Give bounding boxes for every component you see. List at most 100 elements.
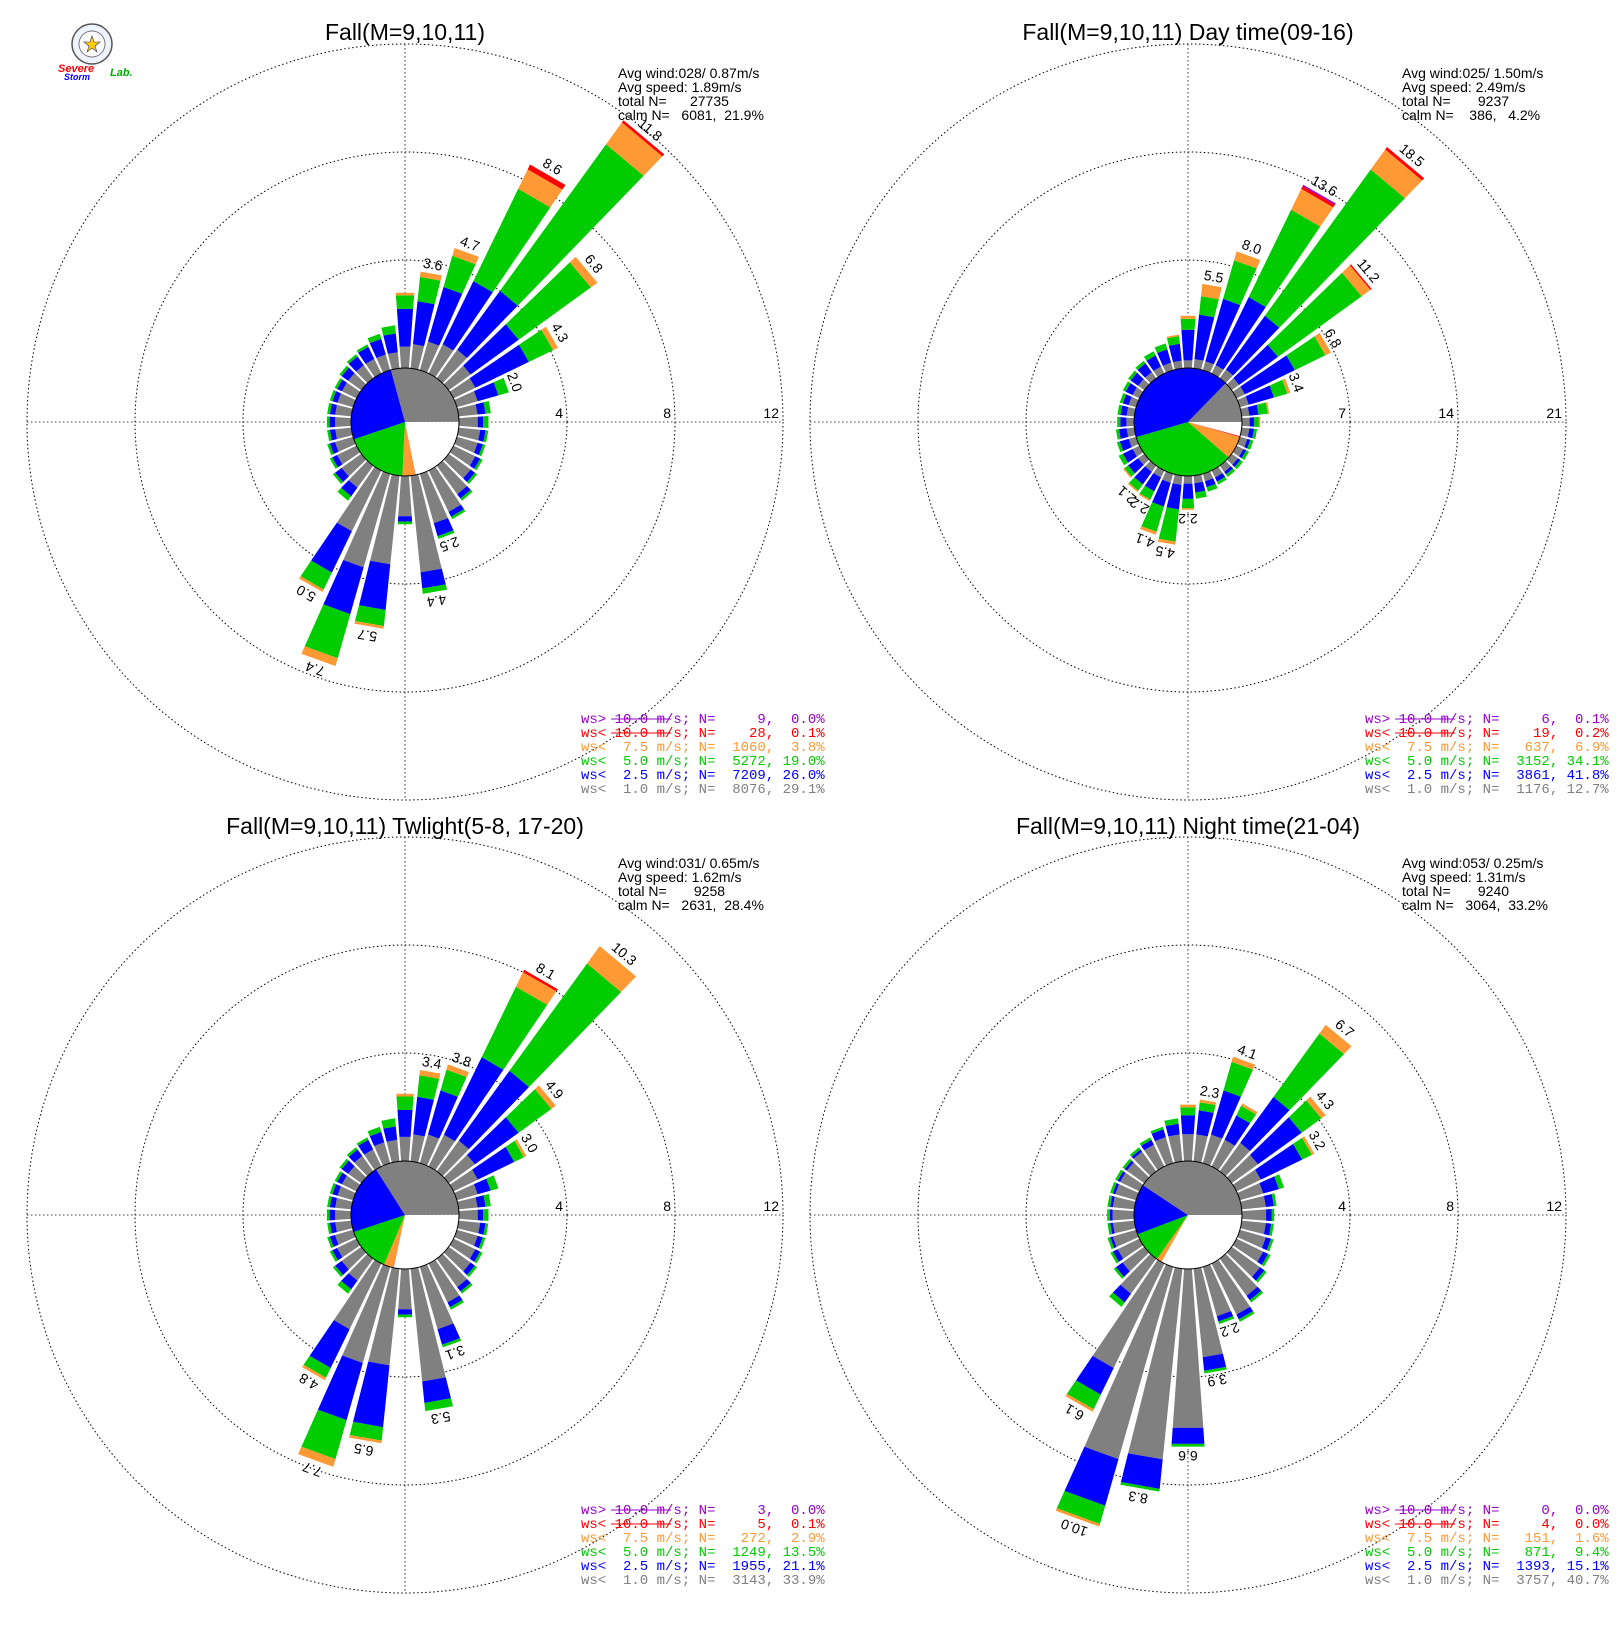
sector-bar-segment [569, 256, 598, 288]
sector-bar-segment [467, 1117, 519, 1165]
sector-bar-segment [1202, 1264, 1231, 1317]
sector-bar-segment [457, 290, 518, 358]
sector-bar-segment [327, 1222, 332, 1235]
sector-bar-segment [1241, 450, 1250, 461]
sector-bar-segment [398, 1268, 412, 1310]
sector-bar-segment [436, 349, 467, 384]
sector-value-label: 3.8 [450, 1049, 474, 1071]
sector-bar-segment [419, 1134, 440, 1166]
sector-bar-segment [1269, 1223, 1274, 1236]
stats-line: Avg speed: 1.31m/s [1402, 869, 1525, 885]
sector-bar-segment [1246, 1286, 1262, 1301]
sector-bar-segment [1183, 475, 1193, 484]
sector-bar-segment [1319, 1024, 1352, 1055]
sector-bar-segment [1232, 1169, 1261, 1192]
sector-bar-segment [1223, 1061, 1253, 1097]
sector-bar-segment [1128, 1267, 1183, 1460]
sector-bar-segment [472, 1146, 515, 1180]
sector-bar-segment [329, 403, 337, 415]
sector-bar-segment [1076, 1355, 1114, 1395]
sector-bar-segment [1139, 1137, 1152, 1146]
sector-bar-segment [419, 1264, 454, 1330]
sector-bar-segment [1236, 1306, 1254, 1320]
sector-bar-segment [1240, 427, 1250, 437]
sector-bar-segment [1194, 481, 1206, 493]
sector-bar-segment [1127, 482, 1139, 492]
sector-bar-segment [1112, 1196, 1136, 1210]
sector-bar-segment [1157, 538, 1176, 545]
sector-bar-segment [327, 402, 332, 415]
sector-bar-segment [335, 404, 353, 417]
sector-bar-segment [1237, 1183, 1264, 1201]
sector-bar-segment [448, 504, 464, 517]
sector-bar-segment [474, 1235, 483, 1249]
sector-bar-segment [1065, 1393, 1094, 1412]
calm-circle [1133, 1160, 1243, 1270]
sector-bar-segment [1123, 468, 1132, 478]
sector-bar-segment [353, 1361, 390, 1428]
sector-bar-segment [1193, 1134, 1208, 1163]
sector-bar-segment [370, 474, 400, 565]
sector-bar-segment [1274, 1174, 1285, 1190]
sector-value-label: 6.6 [1178, 1448, 1198, 1464]
sector-bar-segment [317, 1355, 363, 1421]
sector-bar-segment [458, 1209, 478, 1221]
sector-bar-segment [422, 584, 448, 594]
sector-bar-segment [298, 1446, 336, 1467]
sector-bar-segment [1255, 1143, 1303, 1180]
sector-bar-segment [337, 1280, 352, 1294]
sector-bar-segment [1157, 349, 1172, 366]
sector-bar-segment [1158, 507, 1179, 542]
legend-entry: ws< 7.5 m/s; N= 151, 1.6% [1365, 1531, 1609, 1547]
sector-bar-segment [1129, 1147, 1141, 1157]
ring-label: 12 [763, 405, 779, 421]
calm-pie-slice [1143, 1161, 1242, 1215]
sector-bar-segment [410, 1267, 446, 1382]
calm-circle [350, 367, 460, 477]
sector-bar-segment [1126, 427, 1136, 437]
sector-bar-segment [1055, 1508, 1100, 1527]
sector-bar-segment [1259, 1176, 1279, 1194]
calm-pie-slice [393, 1215, 405, 1268]
sector-bar-segment [1120, 405, 1129, 416]
sector-bar-segment [518, 169, 563, 208]
sector-bar-segment [332, 1248, 343, 1261]
sector-bar-segment [1210, 1090, 1241, 1139]
sector-bar-segment [1162, 362, 1174, 373]
sector-bar-segment [410, 344, 425, 370]
legend-entry: ws< 10.0 m/s; N= 4, 0.0% [1365, 1517, 1609, 1533]
sector-bar-segment [343, 471, 391, 568]
sector-bar-segment [326, 1209, 330, 1221]
sector-bar-segment [301, 1409, 347, 1460]
ring-label: 4 [555, 405, 563, 421]
sector-bar-segment [300, 560, 332, 590]
sector-bar-segment [621, 120, 665, 157]
legend-entry: ws< 10.0 m/s; N= 28, 0.1% [581, 726, 825, 742]
sector-bar-segment [500, 144, 644, 306]
sector-bar-segment [395, 295, 415, 309]
sector-bar-segment [304, 604, 351, 659]
sector-bar-segment [1172, 474, 1183, 485]
sector-bar-segment [1135, 360, 1146, 370]
sector-bar-segment [1128, 436, 1139, 448]
calm-pie-slice [390, 368, 459, 422]
sector-bar-segment [334, 1171, 343, 1182]
stats-line: Avg speed: 1.89m/s [618, 79, 741, 95]
sector-bar-segment [1120, 1172, 1144, 1192]
sector-bar-segment [356, 1137, 369, 1146]
sector-bar-segment [443, 1154, 475, 1184]
sector-bar-segment [349, 1435, 382, 1444]
sector-bar-segment [1180, 1107, 1196, 1116]
sector-bar-segment [335, 1220, 353, 1233]
sector-bar-segment [1258, 416, 1261, 428]
sector-bar-segment [1128, 458, 1144, 474]
sector-bar-segment [309, 1320, 350, 1368]
sector-bar-segment [478, 1222, 486, 1235]
legend-entry: ws< 2.5 m/s; N= 7209, 26.0% [581, 768, 825, 784]
sector-bar-segment [1204, 478, 1216, 488]
sector-bar-segment [397, 516, 413, 522]
sector-bar-segment [410, 1134, 425, 1163]
sector-bar-segment [1112, 1220, 1136, 1234]
sector-bar-segment [463, 469, 475, 483]
legend-entry: ws> 10.0 m/s; N= 3, 0.0% [581, 1503, 825, 1519]
